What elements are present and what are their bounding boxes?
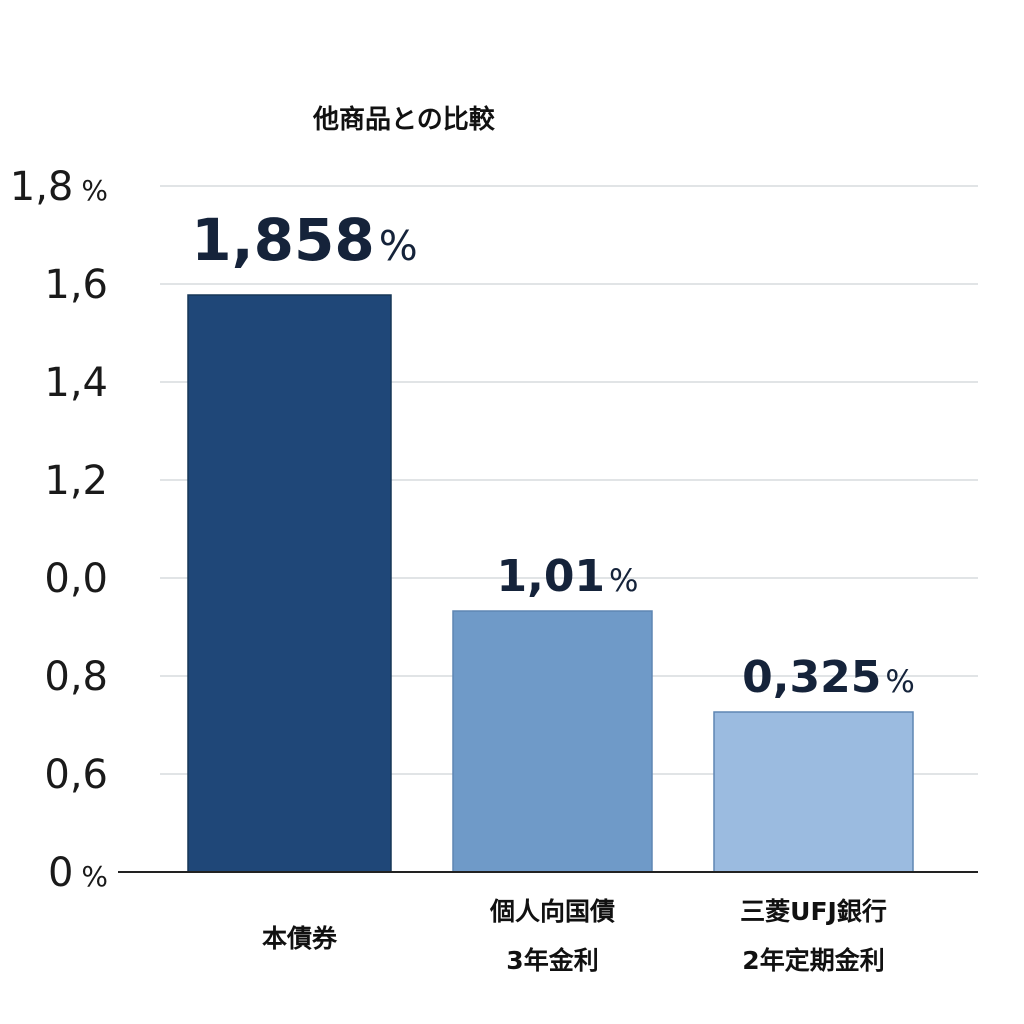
y-tick-label: 1,2 [44,458,108,504]
y-tick-number: 1,2 [44,458,108,504]
y-tick-number: 1,8 [10,164,74,210]
y-tick-label: 1,8% [10,164,108,210]
y-tick-number: 0 [48,850,73,896]
y-tick-number: 1,4 [44,360,108,406]
bar [187,294,392,873]
y-tick-label: 0,8 [44,654,108,700]
data-label-unit: % [885,664,914,700]
data-labels: 1,858%1,01 %0,325% [191,206,915,703]
chart-title: 他商品との比較 [312,104,496,135]
data-label-number: 1,01 [496,551,605,602]
y-tick-unit: % [81,860,108,893]
y-tick-label: 0,6 [44,752,108,798]
y-tick-label: 0,0 [44,556,108,602]
category-label: 個人向国債 [489,897,615,926]
y-tick-number: 0,0 [44,556,108,602]
category-label: 2年定期金利 [742,946,884,975]
data-label-number: 0,325 [742,652,881,703]
data-label-number: 1,858 [191,206,374,274]
data-label: 0,325% [742,652,915,703]
y-tick-label: 1,6 [44,262,108,308]
y-axis-tick-labels: 0 % 0,6 0,8 0,0 1,2 1,4 1,6 1,8% [10,164,108,896]
y-tick-number: 0,8 [44,654,108,700]
y-tick-unit: % [81,174,108,207]
y-tick-label: 1,4 [44,360,108,406]
bar [452,610,653,873]
data-label-unit: % [609,563,638,599]
y-tick-number: 1,6 [44,262,108,308]
data-label: 1,01% [496,551,638,602]
data-label: 1,858% [191,206,417,274]
bar [713,711,914,873]
category-labels: 本債券 個人向国債 3年金利 三菱UFJ銀行 2年定期金利 [262,897,887,975]
category-label: 本債券 [262,924,338,953]
y-tick-label: 0% [48,850,108,896]
bars [187,294,914,873]
category-label: 三菱UFJ銀行 [740,897,887,926]
category-label: 3年金利 [506,946,598,975]
data-label-unit: % [379,222,418,270]
y-tick-number: 0,6 [44,752,108,798]
